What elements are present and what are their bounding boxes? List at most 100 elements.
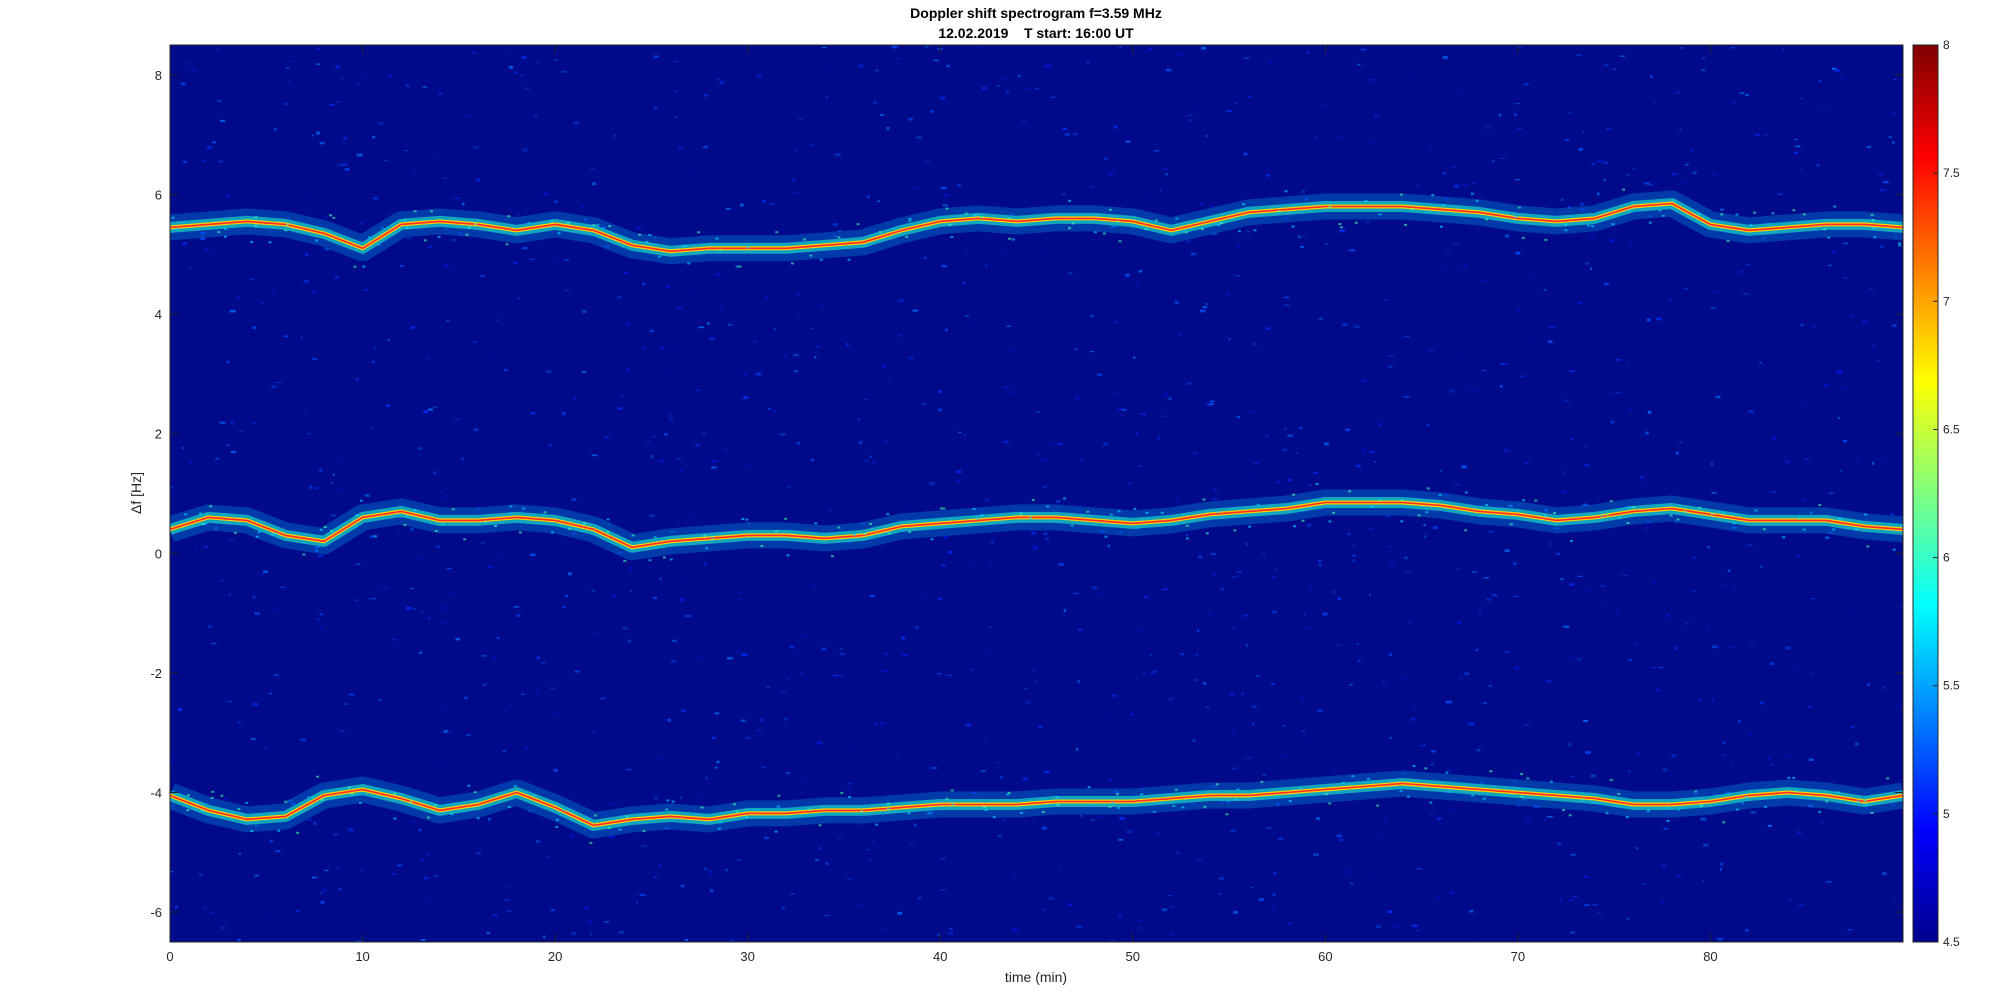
trace-speckle [939,507,943,510]
noise-speckle [314,486,319,490]
noise-speckle [1633,644,1638,645]
noise-speckle [783,354,787,357]
noise-speckle [1121,414,1124,416]
noise-speckle [716,760,720,764]
trace-speckle [450,813,454,816]
trace-speckle [211,790,215,793]
trace-speckle [856,223,860,226]
noise-speckle [260,735,266,738]
noise-speckle [901,636,905,640]
noise-speckle [847,744,852,746]
trace-speckle [1407,795,1411,798]
noise-speckle [1276,802,1280,806]
trace-speckle [1564,223,1568,226]
noise-speckle [1012,928,1018,932]
noise-speckle [715,273,721,276]
noise-speckle [1878,173,1883,176]
noise-speckle [1118,46,1123,48]
noise-speckle [1825,386,1828,388]
trace-speckle [908,530,912,533]
noise-speckle [409,588,415,590]
noise-speckle [1044,64,1051,68]
noise-speckle [1530,272,1533,276]
noise-speckle [1243,57,1250,59]
noise-speckle [391,873,397,875]
noise-speckle [1374,115,1379,118]
trace-speckle [1140,793,1144,796]
noise-speckle [737,598,741,601]
trace-speckle [527,222,531,225]
trace-speckle [887,807,890,810]
trace-speckle [1694,790,1698,793]
trace-speckle [353,265,357,268]
noise-speckle [1302,235,1306,237]
noise-speckle [1585,751,1591,754]
noise-speckle [636,227,642,230]
noise-speckle [949,928,953,930]
noise-speckle [1237,245,1241,248]
trace-speckle [1093,231,1097,234]
trace-speckle [1661,214,1665,217]
noise-speckle [698,326,705,329]
noise-speckle [313,822,317,825]
noise-speckle [929,481,935,485]
noise-speckle [667,718,672,722]
noise-speckle [658,864,662,866]
trace-speckle [175,227,179,230]
noise-speckle [857,418,860,420]
y-tick-label: 2 [155,427,162,442]
trace-speckle [1802,213,1806,216]
noise-speckle [1349,249,1356,252]
noise-speckle [908,356,914,360]
plot-area [169,44,1904,943]
noise-speckle [1851,725,1855,728]
noise-speckle [940,889,946,891]
noise-speckle [674,116,678,118]
trace-speckle [1425,511,1429,514]
noise-speckle [1048,897,1054,900]
noise-speckle [1559,898,1562,901]
trace-speckle [1233,529,1237,532]
noise-speckle [1035,87,1039,90]
noise-speckle [829,70,834,73]
noise-speckle [223,798,228,801]
noise-speckle [1377,422,1382,426]
noise-speckle [1517,804,1521,807]
noise-speckle [1051,443,1055,445]
noise-speckle [315,63,320,66]
noise-speckle [1650,666,1656,669]
noise-speckle [1475,649,1479,652]
noise-speckle [704,562,707,566]
noise-speckle [1585,262,1589,265]
noise-speckle [1175,499,1178,502]
noise-speckle [756,75,762,78]
noise-speckle [1616,359,1622,361]
noise-speckle [1462,183,1468,186]
noise-speckle [839,496,842,498]
noise-speckle [1759,362,1762,364]
noise-speckle [1663,827,1668,830]
noise-speckle [1253,342,1257,346]
noise-speckle [912,309,919,312]
noise-speckle [1186,382,1192,385]
noise-speckle [1543,819,1546,821]
noise-speckle [1199,203,1204,206]
noise-speckle [289,60,294,62]
trace-speckle [1293,525,1296,528]
noise-speckle [871,841,875,843]
noise-speckle [481,542,485,544]
trace-speckle [1871,219,1875,222]
trace-speckle [250,241,254,244]
noise-speckle [1077,508,1081,510]
trace-speckle [1827,236,1831,239]
noise-speckle [689,513,695,515]
trace-speckle [1354,221,1358,224]
noise-speckle [1725,791,1731,795]
noise-speckle [592,182,597,186]
noise-speckle [457,231,460,234]
noise-speckle [1544,508,1548,512]
noise-speckle [1680,47,1684,49]
noise-speckle [1692,793,1699,796]
y-tick-label: 4 [155,307,162,322]
noise-speckle [639,893,646,897]
